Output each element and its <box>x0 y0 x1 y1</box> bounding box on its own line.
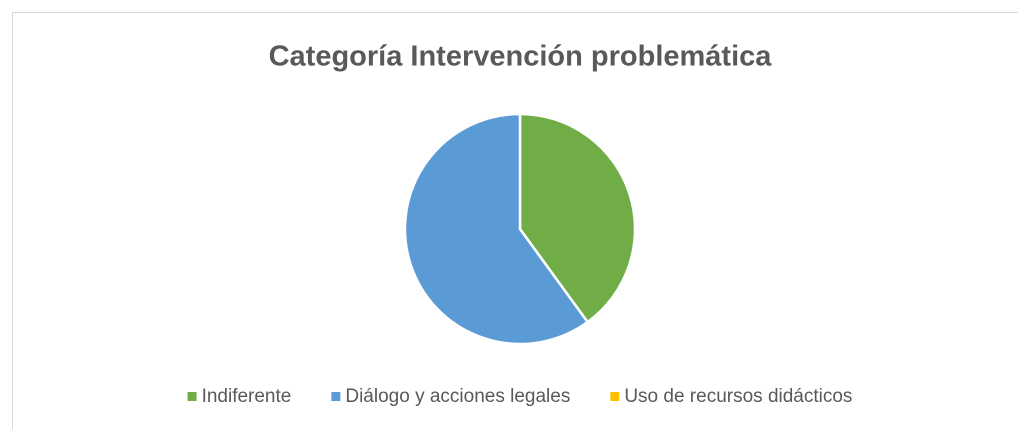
legend-label: Indiferente <box>202 386 292 407</box>
legend-swatch <box>331 392 341 401</box>
chart-title: Categoría Intervención problemática <box>269 41 773 73</box>
legend-label: Uso de recursos didácticos <box>624 386 852 407</box>
legend-swatch <box>610 392 620 401</box>
legend-label: Diálogo y acciones legales <box>345 386 570 407</box>
pie-slice <box>403 112 590 346</box>
legend-swatch <box>187 392 197 401</box>
pie-slice <box>518 112 637 324</box>
